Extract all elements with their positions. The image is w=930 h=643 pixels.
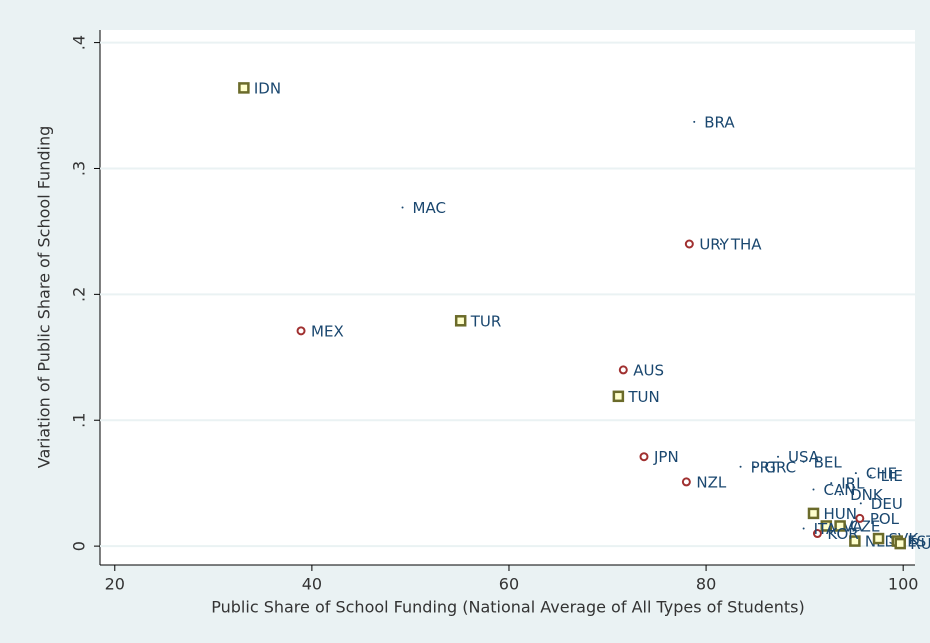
y-axis-title: Variation of Public Share of School Fund… bbox=[35, 126, 54, 469]
point bbox=[693, 120, 696, 123]
point-label: PRT bbox=[751, 458, 779, 476]
point-label: IRL bbox=[841, 475, 865, 493]
point bbox=[849, 535, 861, 547]
point-label: BRA bbox=[704, 113, 735, 131]
point-label: LIE bbox=[881, 467, 903, 485]
point bbox=[802, 527, 805, 530]
x-tick-label: 60 bbox=[499, 575, 519, 594]
x-axis-title: Public Share of School Funding (National… bbox=[211, 598, 804, 617]
point bbox=[855, 513, 865, 523]
point bbox=[612, 390, 625, 403]
point-label: JPN bbox=[653, 448, 679, 466]
point-label: USA bbox=[788, 448, 820, 466]
point-label: CAN bbox=[823, 481, 855, 499]
point-label: TUR bbox=[470, 312, 502, 330]
point bbox=[834, 520, 846, 532]
point bbox=[854, 472, 857, 475]
point-label: EST bbox=[907, 533, 930, 551]
point bbox=[839, 493, 842, 496]
point bbox=[802, 460, 805, 463]
point bbox=[681, 477, 691, 487]
point bbox=[296, 326, 306, 336]
point bbox=[812, 488, 815, 491]
point bbox=[807, 507, 820, 520]
point-label: THA bbox=[730, 236, 762, 254]
x-tick-label: 80 bbox=[696, 575, 716, 594]
point-label: ITA bbox=[814, 520, 837, 538]
point-label: DNK bbox=[850, 486, 884, 504]
point-label: TUN bbox=[627, 388, 659, 406]
point bbox=[859, 502, 862, 505]
point-label: NZL bbox=[696, 473, 726, 491]
y-tick-label: .1 bbox=[70, 413, 89, 428]
point-label: KOR bbox=[827, 525, 858, 543]
point-label: DEU bbox=[871, 495, 903, 513]
point-label: POL bbox=[870, 510, 900, 528]
point bbox=[753, 465, 756, 468]
point bbox=[454, 315, 467, 327]
point bbox=[830, 482, 833, 485]
x-tick-label: 100 bbox=[888, 575, 919, 594]
point-label: CHE bbox=[866, 465, 897, 483]
point bbox=[639, 452, 649, 462]
y-tick-label: .3 bbox=[70, 161, 89, 176]
plot-area bbox=[100, 30, 915, 565]
point bbox=[894, 537, 906, 550]
point-label: IDN bbox=[254, 79, 281, 97]
point bbox=[684, 239, 694, 249]
point-label: RUS bbox=[910, 535, 930, 553]
point-label: MAC bbox=[413, 199, 446, 217]
point bbox=[618, 365, 628, 375]
point bbox=[777, 455, 780, 458]
point bbox=[869, 474, 872, 477]
x-tick-label: 40 bbox=[302, 575, 322, 594]
y-tick-label: 0 bbox=[70, 541, 89, 551]
point bbox=[238, 82, 250, 94]
point-label: BEL bbox=[814, 453, 843, 471]
point bbox=[872, 532, 885, 545]
point bbox=[401, 206, 404, 209]
point bbox=[739, 465, 742, 468]
point-label: URY bbox=[699, 236, 729, 254]
point-label: MEX bbox=[311, 322, 344, 340]
y-tick-label: .2 bbox=[70, 287, 89, 302]
point-label: GRC bbox=[764, 458, 796, 476]
point-label: HUN bbox=[823, 505, 856, 523]
point bbox=[812, 529, 822, 539]
x-tick-label: 20 bbox=[105, 575, 125, 594]
point bbox=[820, 520, 833, 532]
point-label: AUS bbox=[633, 361, 664, 379]
y-tick-label: .4 bbox=[70, 35, 89, 50]
point bbox=[719, 243, 722, 245]
